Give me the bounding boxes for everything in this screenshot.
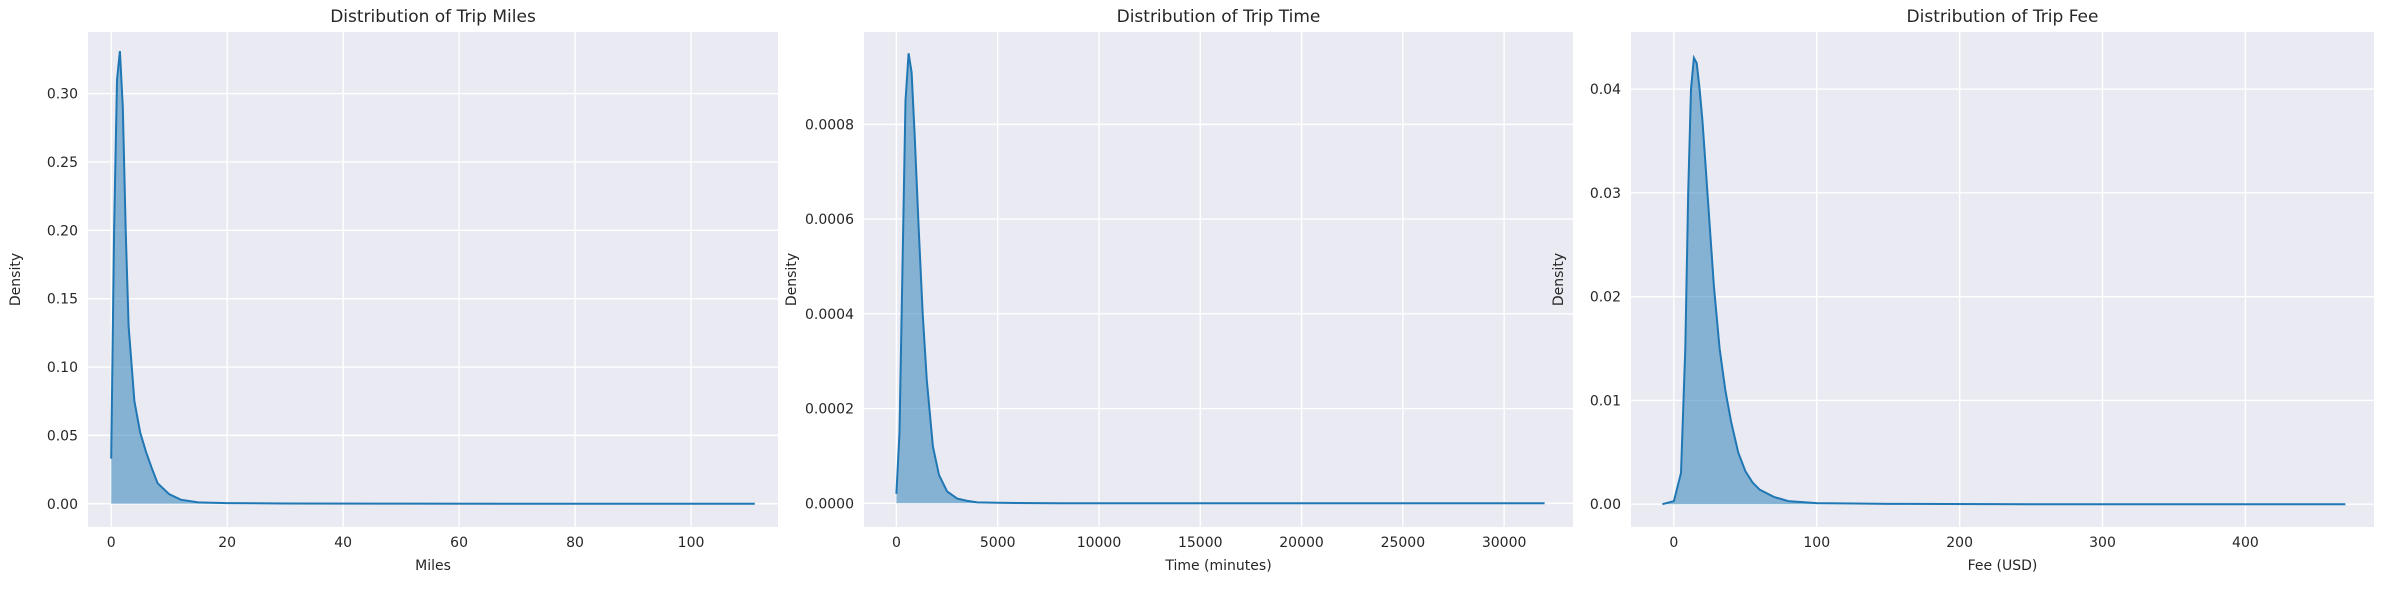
- x-tick-label: 100: [678, 535, 705, 551]
- x-tick-label: 300: [2089, 535, 2116, 551]
- plot-area-trip-miles: [88, 32, 778, 527]
- y-tick-label: 0.0000: [805, 496, 854, 512]
- x-tick-label: 20: [218, 535, 236, 551]
- density-line-trip-fee: [1662, 54, 2346, 506]
- y-tick-label: 0.0002: [805, 402, 854, 418]
- y-tick-label: 0.01: [1590, 393, 1621, 409]
- x-tick-label: 5000: [980, 535, 1016, 551]
- x-tick-label: 100: [1803, 535, 1830, 551]
- y-tick-label: 0.0006: [805, 212, 854, 228]
- y-tick-label: 0.00: [1590, 497, 1621, 513]
- x-axis-label-trip-fee: Fee (USD): [1968, 558, 2038, 574]
- y-tick-label: 0.20: [47, 223, 78, 239]
- y-tick-label: 0.0008: [805, 117, 854, 133]
- chart-title-trip-fee: Distribution of Trip Fee: [1907, 7, 2099, 27]
- y-tick-label: 0.00: [47, 497, 78, 513]
- y-tick-label: 0.02: [1590, 290, 1621, 306]
- y-tick-label: 0.0004: [805, 307, 854, 323]
- x-tick-label: 0: [892, 535, 901, 551]
- x-axis-label-trip-time: Time (minutes): [1164, 558, 1271, 574]
- y-tick-label: 0.15: [47, 292, 78, 308]
- panel-trip-fee: 0 100 200 300 400 0.00 0.01 0.02 0.03 0.04 Distri…: [1551, 7, 2374, 574]
- x-tick-label: 80: [566, 535, 584, 551]
- density-area-trip-fee: [1662, 57, 2346, 505]
- x-tick-label: 400: [2232, 535, 2259, 551]
- x-tick-label: 0: [107, 535, 116, 551]
- x-tick-label: 25000: [1381, 535, 1426, 551]
- x-tick-label: 10000: [1077, 535, 1122, 551]
- y-tick-label: 0.05: [47, 428, 78, 444]
- chart-title-trip-miles: Distribution of Trip Miles: [330, 7, 536, 27]
- x-tick-label: 15000: [1178, 535, 1223, 551]
- x-axis-label-trip-miles: Miles: [415, 558, 451, 574]
- y-axis-label-trip-fee: Density: [1551, 253, 1567, 306]
- x-tick-label: 30000: [1482, 535, 1527, 551]
- y-tick-label: 0.30: [47, 87, 78, 103]
- tick-labels-trip-miles: 0 20 40 60 80 100 0.00 0.05 0.10 0.15 0.20 0.25 0.30: [47, 87, 705, 551]
- y-tick-label: 0.03: [1590, 186, 1621, 202]
- y-axis-label-trip-time: Density: [784, 253, 800, 306]
- gridlines-trip-time: [864, 32, 1573, 527]
- panel-trip-miles: 0 20 40 60 80 100 0.00 0.05 0.10 0.15 0.20 0.25 0.30…: [8, 7, 778, 574]
- density-line-trip-miles: [110, 50, 755, 505]
- panel-trip-time: 0 5000 10000 15000 20000 25000 30000 0.0000 0.00…: [784, 7, 1573, 574]
- x-tick-label: 0: [1669, 535, 1678, 551]
- gridlines-trip-miles: [88, 32, 778, 527]
- x-tick-label: 20000: [1279, 535, 1324, 551]
- y-tick-label: 0.04: [1590, 82, 1621, 98]
- y-axis-label-trip-miles: Density: [8, 253, 24, 306]
- y-tick-label: 0.25: [47, 155, 78, 171]
- tick-labels-trip-fee: 0 100 200 300 400 0.00 0.01 0.02 0.03 0.04: [1590, 82, 2259, 551]
- chart-title-trip-time: Distribution of Trip Time: [1117, 7, 1321, 27]
- y-tick-label: 0.10: [47, 360, 78, 376]
- x-tick-label: 40: [334, 535, 352, 551]
- x-tick-label: 200: [1946, 535, 1973, 551]
- plot-area-trip-time: [864, 32, 1573, 527]
- density-line-trip-time: [895, 53, 1545, 505]
- plot-area-trip-fee: [1631, 32, 2374, 527]
- tick-labels-trip-time: 0 5000 10000 15000 20000 25000 30000 0.0000 0.00…: [805, 117, 1526, 551]
- x-tick-label: 60: [450, 535, 468, 551]
